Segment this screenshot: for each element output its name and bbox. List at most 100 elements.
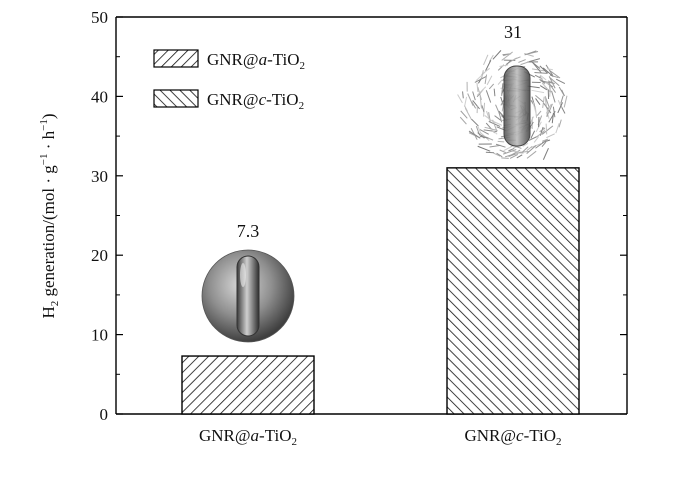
fiber-stroke bbox=[542, 67, 554, 77]
fiber-stroke bbox=[499, 149, 506, 154]
y-axis-label: H2 generation/(mol · g−1 · h−1) bbox=[38, 113, 61, 318]
fiber-stroke bbox=[543, 102, 552, 114]
fiber-stroke bbox=[539, 74, 547, 81]
fiber-stroke bbox=[536, 110, 542, 116]
fiber-stroke bbox=[535, 139, 547, 149]
fiber-stroke bbox=[503, 146, 511, 152]
fiber-stroke bbox=[522, 142, 529, 147]
fiber-stroke bbox=[492, 120, 503, 126]
legend-swatch-c bbox=[153, 89, 199, 108]
data-label: 7.3 bbox=[237, 221, 260, 241]
fiber-stroke bbox=[486, 110, 491, 121]
x-tick-label: GNR@a-TiO2 bbox=[199, 426, 297, 448]
fiber-stroke bbox=[549, 77, 560, 87]
fiber-stroke bbox=[532, 101, 537, 115]
fiber-stroke bbox=[546, 133, 555, 139]
fiber-stroke bbox=[549, 70, 561, 79]
fiber-stroke bbox=[557, 102, 563, 114]
fiber-stroke bbox=[464, 105, 468, 112]
bar-c bbox=[446, 167, 580, 415]
fiber-stroke bbox=[457, 94, 463, 104]
fiber-stroke bbox=[542, 138, 549, 142]
fiber-stroke bbox=[519, 150, 530, 153]
fiber-stroke bbox=[476, 82, 479, 92]
fiber-stroke bbox=[484, 74, 488, 85]
fiber-stroke bbox=[560, 95, 564, 104]
fiber-stroke bbox=[477, 126, 482, 134]
fiber-stroke bbox=[467, 93, 474, 106]
fiber-stroke bbox=[534, 72, 548, 74]
fiber-stroke bbox=[485, 151, 495, 154]
fiber-stroke bbox=[552, 106, 556, 118]
fiber-stroke bbox=[542, 148, 549, 160]
fiber-stroke bbox=[462, 91, 464, 99]
fiber-stroke bbox=[493, 152, 501, 157]
inset-fibrous-shell-nanorod bbox=[457, 50, 568, 160]
fiber-stroke bbox=[545, 123, 548, 135]
y-tick-label: 40 bbox=[91, 87, 108, 106]
fiber-stroke bbox=[532, 62, 542, 74]
fiber-stroke bbox=[495, 143, 506, 148]
fiber-stroke bbox=[549, 74, 559, 79]
legend-label-c: GNR@c-TiO2 bbox=[207, 90, 304, 112]
fiber-stroke bbox=[551, 112, 554, 124]
fiber-stroke bbox=[542, 96, 545, 108]
fiber-stroke bbox=[539, 79, 545, 84]
fiber-stroke bbox=[529, 121, 534, 128]
fiber-stroke bbox=[548, 82, 556, 93]
fiber-stroke bbox=[485, 90, 492, 103]
fiber-stroke bbox=[483, 54, 489, 66]
fiber-stroke bbox=[539, 127, 546, 133]
fiber-stroke bbox=[492, 50, 502, 60]
fiber-stroke bbox=[536, 130, 545, 138]
fiber-stroke bbox=[489, 144, 501, 148]
fiber-stroke bbox=[504, 153, 516, 158]
fiber-stroke bbox=[472, 100, 480, 110]
fiber-stroke bbox=[516, 154, 523, 159]
fiber-stroke bbox=[471, 118, 479, 127]
fiber-stroke bbox=[539, 65, 548, 74]
fiber-stroke bbox=[545, 97, 550, 107]
y-axis-label-group: H2 generation/(mol · g−1 · h−1) bbox=[38, 113, 61, 318]
fiber-stroke bbox=[479, 135, 489, 139]
fiber-stroke bbox=[464, 96, 468, 107]
fiber-stroke bbox=[558, 119, 562, 128]
fiber-stroke bbox=[551, 90, 556, 103]
fiber-stroke bbox=[496, 152, 503, 158]
fiber-stroke bbox=[545, 106, 550, 119]
fiber-stroke bbox=[518, 59, 526, 63]
fiber-stroke bbox=[541, 141, 547, 148]
fiber-stroke bbox=[529, 58, 541, 63]
fiber-stroke bbox=[477, 145, 491, 152]
x-tick-label: GNR@c-TiO2 bbox=[464, 426, 561, 448]
fiber-stroke bbox=[488, 54, 494, 62]
fiber-stroke bbox=[548, 76, 556, 89]
fiber-stroke bbox=[526, 145, 537, 155]
fiber-stroke bbox=[526, 145, 533, 152]
fiber-stroke bbox=[546, 68, 554, 71]
legend-swatch-a bbox=[153, 49, 199, 68]
y-tick-label: 0 bbox=[100, 405, 109, 424]
inset-smooth-shell-nanorod bbox=[201, 249, 295, 343]
fiber-stroke bbox=[530, 60, 541, 69]
fiber-stroke bbox=[459, 116, 467, 125]
fiber-stroke bbox=[460, 110, 468, 119]
fiber-stroke bbox=[530, 130, 536, 139]
legend-label-a: GNR@a-TiO2 bbox=[207, 50, 305, 72]
fiber-stroke bbox=[501, 83, 504, 96]
fiber-stroke bbox=[545, 64, 554, 76]
fiber-stroke bbox=[501, 51, 513, 61]
fiber-stroke bbox=[474, 75, 487, 83]
fiber-stroke bbox=[526, 150, 537, 159]
fiber-stroke bbox=[515, 152, 524, 154]
fiber-stroke bbox=[548, 84, 551, 93]
fiber-stroke bbox=[493, 88, 496, 97]
data-label: 31 bbox=[504, 22, 522, 42]
fiber-stroke bbox=[544, 96, 547, 107]
y-ticks: 0 10 20 30 40 50 bbox=[91, 8, 627, 424]
fiber-stroke bbox=[502, 53, 510, 57]
fiber-stroke bbox=[490, 128, 498, 135]
fiber-stroke bbox=[481, 70, 484, 79]
y-tick-label: 20 bbox=[91, 246, 108, 265]
